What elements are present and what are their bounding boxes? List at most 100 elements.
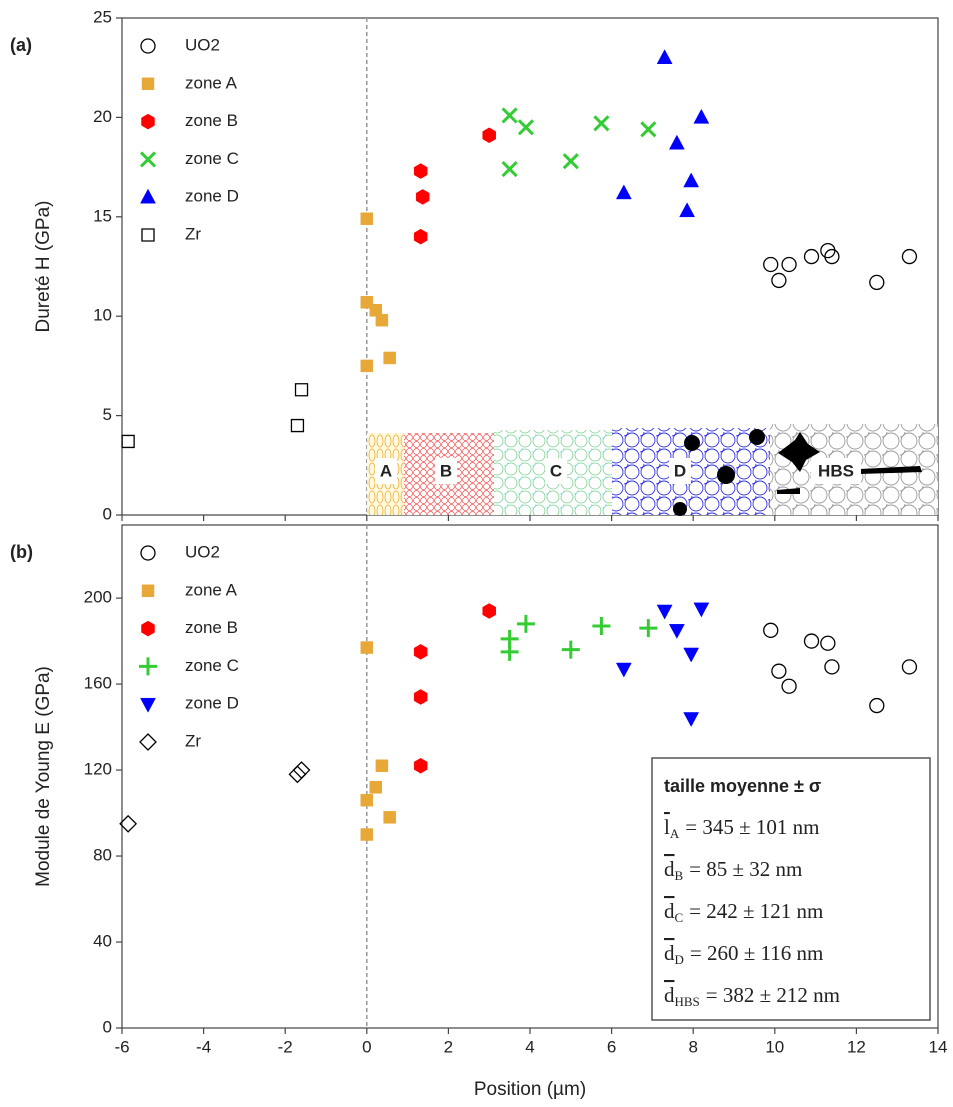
- legend-marker: [139, 657, 157, 676]
- legend-label: zone A: [185, 73, 238, 92]
- data-point: [375, 759, 389, 773]
- row-text: = 260 ± 116 nm: [690, 941, 823, 965]
- inset-label-box: [811, 458, 861, 484]
- legend-marker: [141, 77, 155, 91]
- data-point: [640, 121, 657, 138]
- x-tick-label: 0: [362, 1037, 371, 1056]
- data-point: [639, 619, 658, 638]
- data-point: [501, 107, 518, 124]
- y-tick-label: 15: [93, 206, 112, 225]
- legend-label: zone C: [185, 656, 239, 675]
- data-point: [771, 663, 787, 679]
- data-point: [562, 153, 579, 170]
- data-point: [290, 418, 305, 433]
- row-text: = 85 ± 32 nm: [689, 857, 802, 881]
- y-tick-label: 20: [93, 107, 112, 126]
- textbox-row: dB = 85 ± 32 nm: [664, 857, 802, 883]
- subscript: D: [675, 952, 684, 967]
- legend-marker: [140, 545, 156, 561]
- y-tick-label: 0: [103, 504, 112, 523]
- textbox-row: lA = 345 ± 101 nm: [664, 815, 819, 841]
- symbol: d: [664, 857, 675, 881]
- panel-label: (a): [10, 35, 32, 55]
- x-tick-label: 10: [765, 1037, 784, 1056]
- row-text: = 382 ± 212 nm: [706, 983, 840, 1007]
- data-point: [683, 647, 700, 663]
- data-point: [901, 248, 918, 265]
- data-point: [360, 641, 374, 654]
- data-point: [369, 780, 383, 794]
- inset-label-box: [375, 458, 397, 484]
- subscript: C: [675, 910, 684, 925]
- data-point: [360, 212, 374, 226]
- y-tick-label: 120: [84, 760, 112, 779]
- data-point: [763, 256, 779, 273]
- data-point: [803, 633, 820, 649]
- inset-label: A: [380, 461, 392, 480]
- data-point: [820, 635, 836, 651]
- symbol: d: [664, 941, 675, 965]
- legend-marker: [140, 188, 156, 204]
- symbol: d: [664, 899, 675, 923]
- x-tick-label: 6: [607, 1037, 616, 1056]
- textbox-row: dD = 260 ± 116 nm: [664, 941, 823, 967]
- data-point: [119, 814, 138, 833]
- data-point: [656, 49, 673, 65]
- y-tick-label: 10: [93, 306, 112, 325]
- legend-label: zone D: [185, 694, 239, 713]
- data-point: [383, 811, 396, 824]
- legend-marker: [140, 38, 156, 54]
- textbox-row: dHBS = 382 ± 212 nm: [664, 983, 840, 1009]
- data-point: [693, 108, 710, 124]
- microstructure-inset: [367, 424, 938, 516]
- data-point: [781, 256, 797, 273]
- inset-label-box: [435, 458, 457, 484]
- data-point: [501, 161, 518, 178]
- x-tick-label: 12: [847, 1037, 866, 1056]
- legend-marker: [141, 228, 155, 242]
- symbol: l: [664, 815, 670, 839]
- data-point: [482, 603, 496, 619]
- data-point: [516, 614, 535, 633]
- data-point: [121, 434, 135, 449]
- data-point: [763, 622, 779, 638]
- data-point: [668, 624, 685, 639]
- data-point: [901, 659, 918, 675]
- y-tick-label: 160: [84, 674, 112, 693]
- data-point: [288, 765, 307, 784]
- row-text: = 242 ± 121 nm: [689, 899, 823, 923]
- data-point: [593, 115, 610, 132]
- legend-marker: [141, 620, 155, 637]
- legend-label: zone B: [185, 111, 238, 130]
- textbox-row: dC = 242 ± 121 nm: [664, 899, 823, 925]
- inset-label: B: [440, 461, 452, 480]
- data-point: [679, 202, 695, 218]
- data-point: [500, 642, 519, 661]
- data-point: [517, 119, 534, 136]
- y-tick-label: 40: [93, 932, 112, 951]
- panel-label: (b): [10, 542, 33, 562]
- x-tick-label: -6: [114, 1037, 129, 1056]
- data-point: [482, 127, 496, 144]
- data-point: [413, 228, 428, 245]
- data-point: [294, 383, 309, 397]
- data-point: [413, 689, 428, 705]
- x-tick-label: 4: [525, 1037, 534, 1056]
- legend-marker: [141, 584, 155, 598]
- x-tick-label: -2: [278, 1037, 293, 1056]
- data-point: [561, 640, 580, 659]
- data-point: [781, 678, 797, 694]
- legend-marker: [139, 733, 157, 751]
- textbox-frame: [651, 757, 931, 1021]
- legend-label: zone B: [185, 618, 238, 637]
- x-tick-label: -4: [196, 1037, 211, 1056]
- data-point: [415, 189, 430, 205]
- subscript: A: [670, 826, 680, 841]
- legend-marker: [139, 151, 157, 168]
- inset-label: HBS: [818, 461, 854, 480]
- legend-marker: [140, 697, 156, 713]
- x-tick-label: 2: [444, 1037, 453, 1056]
- legend-label: Zr: [185, 224, 201, 243]
- data-point: [413, 163, 428, 179]
